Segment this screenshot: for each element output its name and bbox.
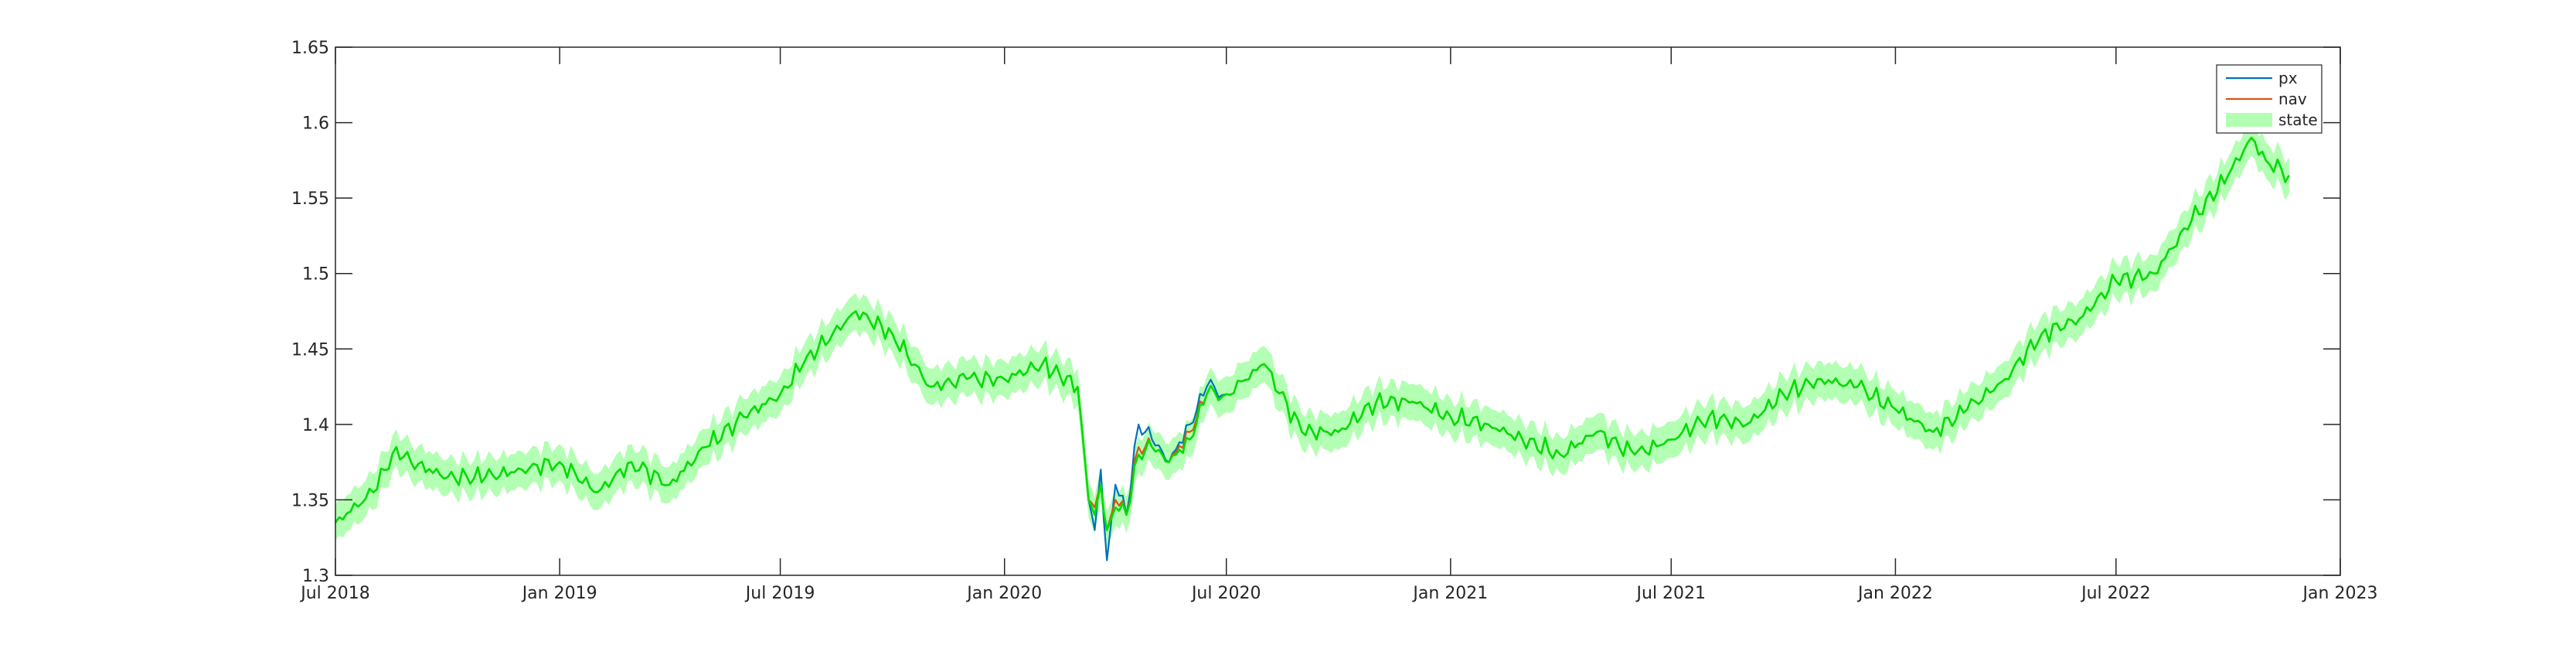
legend-label-state: state [2278, 111, 2318, 129]
x-tick-label: Jul 2018 [299, 584, 370, 603]
legend-label-px: px [2278, 69, 2298, 87]
y-tick-label: 1.55 [291, 189, 329, 209]
legend-swatch-state [2226, 113, 2272, 127]
plot-axes-box [335, 46, 2341, 576]
x-tick-label: Jul 2020 [1190, 584, 1261, 603]
legend-label-nav: nav [2278, 90, 2307, 108]
y-tick-label: 1.35 [291, 491, 329, 510]
x-tick-label: Jul 2021 [1635, 584, 1707, 603]
x-tick-label: Jan 2021 [1411, 584, 1488, 603]
x-tick-label: Jan 2022 [1856, 584, 1933, 603]
plot-background [335, 47, 2340, 575]
y-axis: 1.3 1.35 1.4 1.45 1.5 1.55 1.6 1.65 [291, 39, 2340, 586]
x-tick-label: Jan 2023 [2302, 584, 2378, 603]
x-axis: Jul 2018 Jan 2019 Jul 2019 Jan 2020 Jul 2020… [299, 47, 2377, 603]
x-tick-label: Jul 2022 [2080, 584, 2151, 603]
series-line-layer [334, 136, 2290, 561]
series-line-state [334, 136, 2290, 531]
y-tick-label: 1.45 [291, 340, 329, 360]
y-tick-label: 1.6 [302, 114, 329, 134]
y-tick-label: 1.65 [291, 39, 329, 58]
x-tick-label: Jan 2020 [965, 584, 1042, 603]
y-tick-label: 1.5 [302, 265, 329, 285]
legend: px nav state [2216, 64, 2322, 134]
x-tick-label: Jul 2019 [744, 584, 815, 603]
y-tick-label: 1.4 [302, 416, 329, 435]
x-tick-label: Jan 2019 [521, 584, 597, 603]
y-tick-label: 1.3 [302, 567, 329, 586]
